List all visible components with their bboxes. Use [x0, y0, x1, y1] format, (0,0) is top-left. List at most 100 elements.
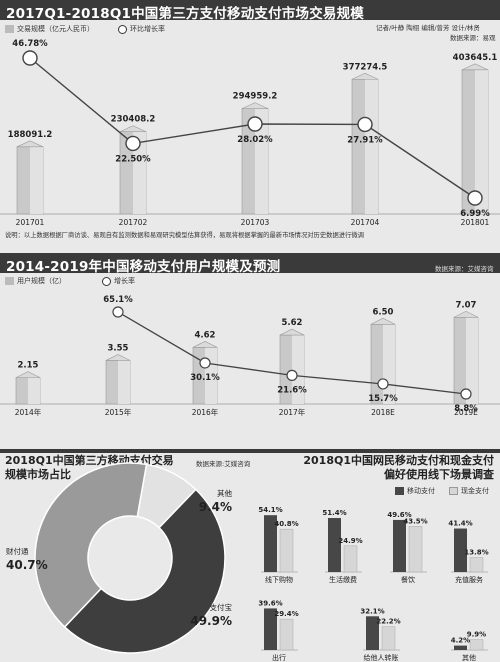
chart4-cash-label: 29.4% [274, 610, 298, 618]
chart2-bar-label: 4.62 [195, 330, 216, 340]
chart1-bar-label: 230408.2 [111, 115, 156, 125]
chart4-cash-label: 9.9% [467, 631, 486, 639]
chart1-line-point [467, 190, 483, 206]
pie-slice-name: 支付宝 [210, 602, 233, 612]
chart1-bar-cap [16, 140, 44, 148]
section3-source: 数据来源:艾媒咨询 [196, 460, 251, 468]
chart2-x-tick: 2017年 [279, 407, 306, 417]
chart4-cash-label: 24.9% [338, 537, 362, 545]
chart2-x-tick: 2015年 [105, 407, 132, 417]
chart4-bar-mobile [264, 608, 277, 650]
chart2-line-label: 65.1% [103, 295, 133, 305]
chart4-category-label: 餐饮 [401, 575, 415, 584]
chart4-mobile-label: 39.6% [258, 599, 282, 607]
chart4-cash-label: 22.2% [376, 618, 400, 626]
chart2-line-label: 15.7% [368, 394, 398, 404]
section1-note: 说明：以上数据根据厂商访谈、易观自有监测数据和易观研究模型估算获得，易观将根据掌… [5, 232, 364, 239]
chart2-bar-label: 7.07 [456, 300, 477, 310]
chart2-bar-cap [15, 371, 41, 378]
chart1-bar-cap [351, 72, 379, 80]
chart1-bar-label: 403645.1 [453, 53, 498, 63]
chart4-bar-cash [381, 626, 396, 651]
pie-slice-name: 其他 [217, 488, 232, 498]
chart1-x-tick: 201801 [461, 218, 490, 227]
chart1-bar-label: 377274.5 [343, 62, 388, 72]
chart2-bar-highlight [466, 317, 478, 404]
chart1-x-tick: 201703 [241, 218, 270, 227]
chart2-bar-cap [370, 317, 396, 325]
legend2-line-label: 增长率 [114, 277, 135, 285]
legend-line-marker [118, 24, 127, 34]
chart4-cash-label: 40.8% [274, 520, 298, 528]
legend-bar-swatch [5, 25, 14, 33]
chart1-line-point [125, 135, 141, 152]
chart4-mobile-label: 4.2% [451, 637, 470, 645]
chart1-bar-cap [241, 102, 269, 109]
chart1-line-label: 28.02% [237, 135, 273, 145]
chart2-line-point [286, 369, 298, 381]
chart1-bar-label: 294959.2 [233, 92, 278, 102]
chart-user-scale: 2.15 2014年 3.55 2015年 4.62 2016年 5.62 2017年 6.50… [0, 295, 500, 417]
pie-slice [63, 488, 226, 654]
section4-title: 2018Q1中国网民移动支付和现金支付 偏好使用线下场景调查 [303, 454, 494, 482]
chart4-bar-cash [469, 639, 484, 651]
pie-slice-value: 9.4% [199, 500, 232, 514]
chart-transaction-scale: 188091.2 201701 230408.2 201702 294959.2 2017… [0, 39, 500, 227]
section4-title-line1: 2018Q1中国网民移动支付和现金支付 [303, 454, 494, 467]
chart4-category-label: 出行 [272, 653, 286, 662]
chart1-x-tick: 201701 [16, 218, 45, 227]
chart2-bar-label: 3.55 [108, 343, 129, 353]
legend4-cash-label: 现金支付 [461, 487, 489, 495]
pie-slice-value: 40.7% [6, 558, 48, 572]
chart-offline-scenarios: 54.1% 40.8% 线下购物 51.4% 24.9% 生活缴费 49.6%43.5% 餐饮… [258, 506, 488, 662]
section1-header: 2017Q1-2018Q1中国第三方支付移动支付市场交易规模 [0, 0, 500, 22]
chart4-bar-cash [343, 545, 358, 573]
chart2-bar [192, 340, 218, 405]
section4-legend: 移动支付 现金支付 [395, 486, 489, 496]
pie-slice-name: 财付通 [6, 546, 29, 556]
section34-divider [0, 449, 500, 453]
chart1-bar-highlight [365, 79, 378, 214]
chart2-x-tick: 2014年 [15, 407, 42, 417]
chart2-bar-highlight [28, 377, 40, 404]
chart2-bar-label: 6.50 [373, 307, 394, 317]
chart4-bar-mobile [454, 645, 467, 650]
chart4-bar-cash [279, 528, 294, 573]
chart4-bar-cash [279, 618, 294, 651]
chart4-bar-mobile [393, 519, 406, 572]
chart2-bar [279, 328, 305, 405]
chart1-bar-highlight [475, 69, 488, 214]
chart1-bar-label: 188091.2 [8, 130, 53, 140]
chart2-bar-cap [105, 354, 131, 361]
chart1-line-point [357, 116, 373, 133]
chart4-bar-cash [408, 526, 423, 573]
chart2-bar [370, 317, 396, 405]
chart4-category-label: 线下购物 [265, 575, 293, 584]
chart1-line-label: 22.50% [115, 154, 151, 164]
section1-source: 数据来源：易观 [450, 34, 496, 42]
section2-source: 数据来源：艾媒咨询 [435, 265, 494, 273]
chart2-x-tick: 2016年 [192, 407, 219, 417]
section1-title: 2017Q1-2018Q1中国第三方支付移动支付市场交易规模 [6, 6, 364, 22]
chart1-line-point [247, 116, 263, 132]
chart1-bar-cap [119, 125, 147, 133]
chart1-bar-highlight [255, 108, 268, 214]
chart2-bar-cap [192, 340, 218, 348]
chart4-bar-cash [469, 557, 484, 573]
chart4-cash-label: 43.5% [403, 517, 427, 525]
chart2-bar-label: 2.15 [18, 361, 39, 371]
chart4-category-label: 其他 [462, 653, 476, 662]
chart4-category-label: 生活缴费 [329, 575, 357, 584]
chart4-mobile-label: 49.6% [387, 511, 411, 519]
chart2-bar [105, 354, 131, 405]
chart2-bar-cap [453, 310, 479, 318]
chart4-bar-mobile [366, 616, 379, 650]
section2-header: 2014-2019年中国移动支付用户规模及预测 [0, 253, 500, 275]
chart4-category-label: 充值服务 [455, 575, 483, 584]
chart1-line-label: 6.99% [460, 209, 490, 219]
chart2-line-label: 8.8% [454, 404, 478, 414]
chart4-bar-mobile [454, 528, 467, 572]
section1-legend: 交易规模（亿元人民币） 环比增长率 [5, 24, 165, 34]
chart1-bar [461, 63, 489, 215]
